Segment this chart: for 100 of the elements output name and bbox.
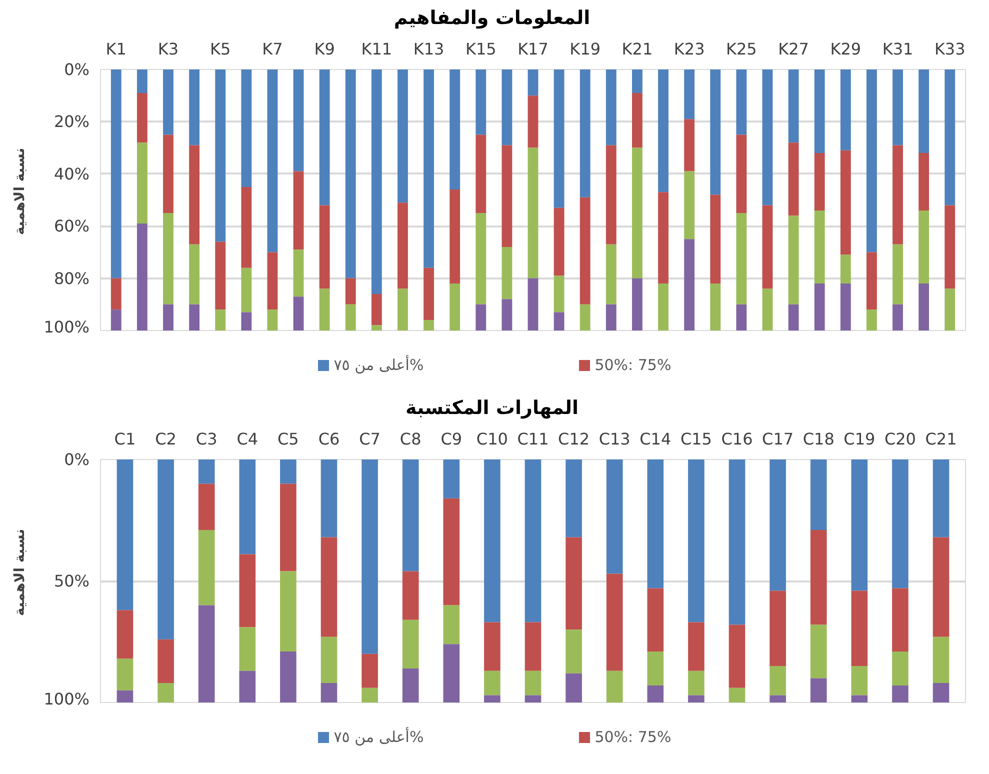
bar [554, 70, 564, 208]
bar [736, 70, 747, 135]
bar [320, 537, 338, 637]
bar [319, 288, 330, 330]
x-tick-label: C19 [844, 430, 876, 448]
bar [189, 244, 200, 304]
bar [814, 284, 825, 330]
x-tick-label: C17 [762, 430, 794, 448]
bar [814, 70, 825, 154]
x-tick-label: K23 [674, 40, 705, 58]
bar [932, 460, 950, 538]
bar [892, 651, 908, 686]
bar [215, 242, 226, 310]
bar [136, 223, 148, 330]
bar [632, 92, 642, 148]
bar [484, 670, 500, 696]
x-tick-label: C2 [155, 430, 176, 448]
x-tick-label: C9 [440, 430, 462, 448]
bar [163, 70, 174, 135]
bar [362, 460, 378, 654]
y-tick-label: 0% [64, 60, 90, 79]
bar [840, 254, 851, 284]
x-tick-label: K29 [830, 40, 862, 58]
bar [851, 666, 868, 696]
x-tick-label: C12 [558, 430, 590, 448]
bar [788, 304, 799, 330]
bar [658, 70, 668, 192]
bar [198, 530, 215, 606]
bar [280, 460, 296, 484]
bar [728, 688, 746, 702]
bar [944, 70, 956, 206]
bar [371, 325, 382, 330]
bar [932, 683, 950, 702]
x-tick-label: C13 [598, 430, 630, 448]
bar [810, 460, 827, 530]
bar [770, 666, 786, 696]
bar [241, 70, 252, 187]
bar [788, 70, 799, 143]
bar [280, 651, 296, 702]
bar [450, 70, 460, 190]
bar [632, 278, 642, 330]
bar [502, 70, 512, 146]
bar [476, 213, 486, 304]
bar [319, 205, 330, 289]
bar [189, 145, 200, 244]
bar [918, 210, 930, 284]
bar [424, 320, 434, 330]
bar [580, 70, 590, 198]
bar [840, 284, 851, 330]
bar [762, 70, 773, 206]
bar [450, 284, 460, 330]
legend-label: 50%: 75% [594, 355, 672, 376]
y-tick-label: 0% [64, 450, 90, 469]
bar [810, 530, 827, 625]
bar [918, 284, 930, 330]
bar [502, 246, 512, 300]
y-tick-label: 40% [54, 164, 90, 184]
bar [524, 622, 542, 671]
bar [371, 70, 382, 294]
bar [398, 202, 408, 289]
chart-title: المعلومات والمفاهيم [394, 6, 590, 31]
bar [424, 268, 434, 320]
bar [647, 588, 664, 652]
bar [892, 244, 903, 304]
bar [280, 484, 296, 572]
bar [736, 213, 747, 304]
x-tick-label: K21 [622, 40, 653, 58]
bar [892, 70, 903, 146]
bar [566, 460, 582, 538]
bar [319, 70, 330, 206]
bar [524, 670, 542, 696]
bar [710, 194, 721, 284]
x-tick-label: K11 [361, 40, 392, 58]
bar [814, 210, 825, 284]
bar [476, 70, 486, 135]
bar [371, 294, 382, 326]
bar [116, 460, 134, 610]
x-tick-label: K15 [465, 40, 496, 58]
legend-label: أعلى من ٧٥% [334, 726, 424, 748]
bar [528, 278, 538, 330]
bar [267, 310, 278, 330]
y-axis-title: نسبة الاهمية [11, 147, 29, 235]
bar [658, 192, 668, 284]
bar [239, 670, 256, 702]
x-tick-label: C16 [721, 430, 753, 448]
bar [402, 668, 419, 702]
bar [362, 654, 378, 688]
bar [502, 145, 512, 247]
bar [632, 148, 642, 278]
bar [554, 276, 564, 312]
bar [710, 70, 721, 195]
bar [476, 304, 486, 330]
bar [606, 574, 623, 671]
bar [158, 683, 174, 702]
bar [398, 288, 408, 330]
bar [647, 460, 664, 588]
bar [320, 636, 338, 684]
x-tick-label: K27 [778, 40, 809, 58]
bar [320, 460, 338, 538]
bar [163, 134, 174, 214]
